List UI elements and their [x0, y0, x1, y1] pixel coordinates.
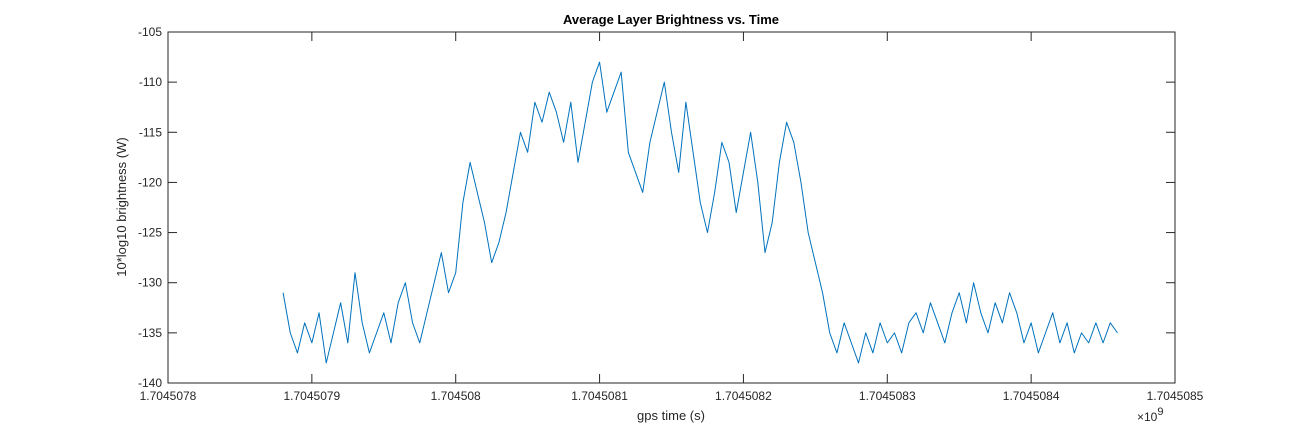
x-tick-label: 1.7045078 — [140, 389, 197, 403]
y-axis-label: 10*log10 brightness (W) — [114, 137, 129, 276]
y-tick-label: -125 — [138, 226, 162, 240]
x-tick-label: 1.7045084 — [1003, 389, 1060, 403]
x-tick-label: 1.7045081 — [571, 389, 628, 403]
plot-area — [168, 32, 1175, 383]
brightness-series-line — [282, 61, 1118, 364]
ticks-layer: 1.7045078 1.7045079 1.704508 1.7045081 1.704… — [138, 25, 1204, 403]
x-tick-label: 1.7045083 — [859, 389, 916, 403]
chart-title: Average Layer Brightness vs. Time — [563, 12, 779, 27]
x-axis-multiplier: ×109 — [1137, 406, 1163, 424]
x-tick-label: 1.7045079 — [283, 389, 340, 403]
x-tick-label: 1.704508 — [431, 389, 481, 403]
y-tick-label: -120 — [138, 175, 162, 189]
data-layer — [282, 61, 1118, 364]
x-tick-label: 1.7045085 — [1147, 389, 1204, 403]
axes-box — [167, 31, 1176, 384]
y-tick-label: -130 — [138, 276, 162, 290]
y-tick-label: -105 — [138, 25, 162, 39]
y-tick-label: -135 — [138, 326, 162, 340]
x-tick-label: 1.7045082 — [715, 389, 772, 403]
y-tick-label: -140 — [138, 376, 162, 390]
x-axis-label: gps time (s) — [637, 408, 705, 423]
y-tick-label: -110 — [139, 75, 162, 89]
y-tick-label: -115 — [139, 125, 162, 139]
